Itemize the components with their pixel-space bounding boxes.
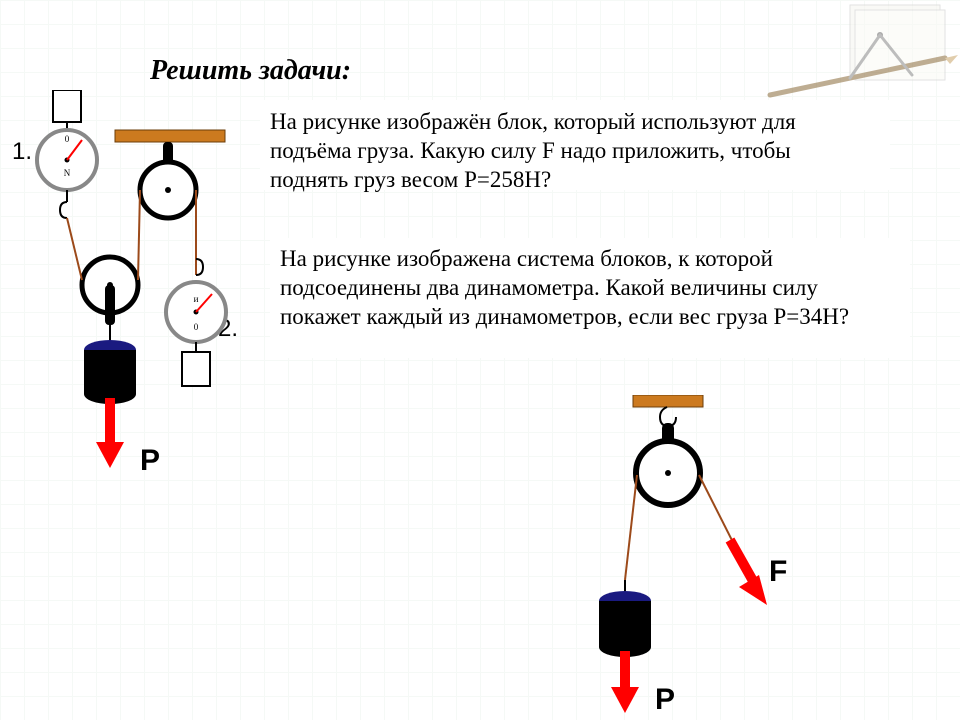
force-arrow-F — [730, 540, 767, 605]
problem-1-text-content: На рисунке изображён блок, который испол… — [270, 109, 796, 192]
beam-right — [633, 395, 703, 407]
dynamometer-2: и 0 — [166, 259, 226, 386]
svg-text:0: 0 — [194, 322, 199, 332]
diagram-right: F P — [555, 395, 815, 715]
label-P-left: P — [140, 444, 160, 477]
page-title: Решить задачи: — [150, 55, 351, 87]
dynamometer-1: 0 N — [37, 90, 97, 218]
label-P-right: P — [655, 683, 675, 715]
movable-pulley — [82, 257, 138, 325]
force-arrow-P-right — [611, 651, 639, 713]
beam-top — [115, 130, 225, 142]
force-arrow-P-left — [96, 398, 124, 468]
fixed-pulley-right — [636, 423, 700, 505]
weight-right — [599, 580, 651, 657]
svg-text:N: N — [64, 168, 71, 178]
problem-1-text: На рисунке изображён блок, который испол… — [270, 108, 860, 194]
fixed-pulley — [140, 142, 196, 218]
problem-2-text: На рисунке изображена система блоков, к … — [280, 245, 880, 331]
label-F: F — [769, 555, 787, 588]
svg-text:0: 0 — [65, 134, 70, 144]
problem-2-text-content: На рисунке изображена система блоков, к … — [280, 246, 849, 329]
diagram-left: 0 N — [20, 90, 250, 500]
weight-left — [84, 325, 136, 404]
svg-text:и: и — [194, 294, 199, 304]
